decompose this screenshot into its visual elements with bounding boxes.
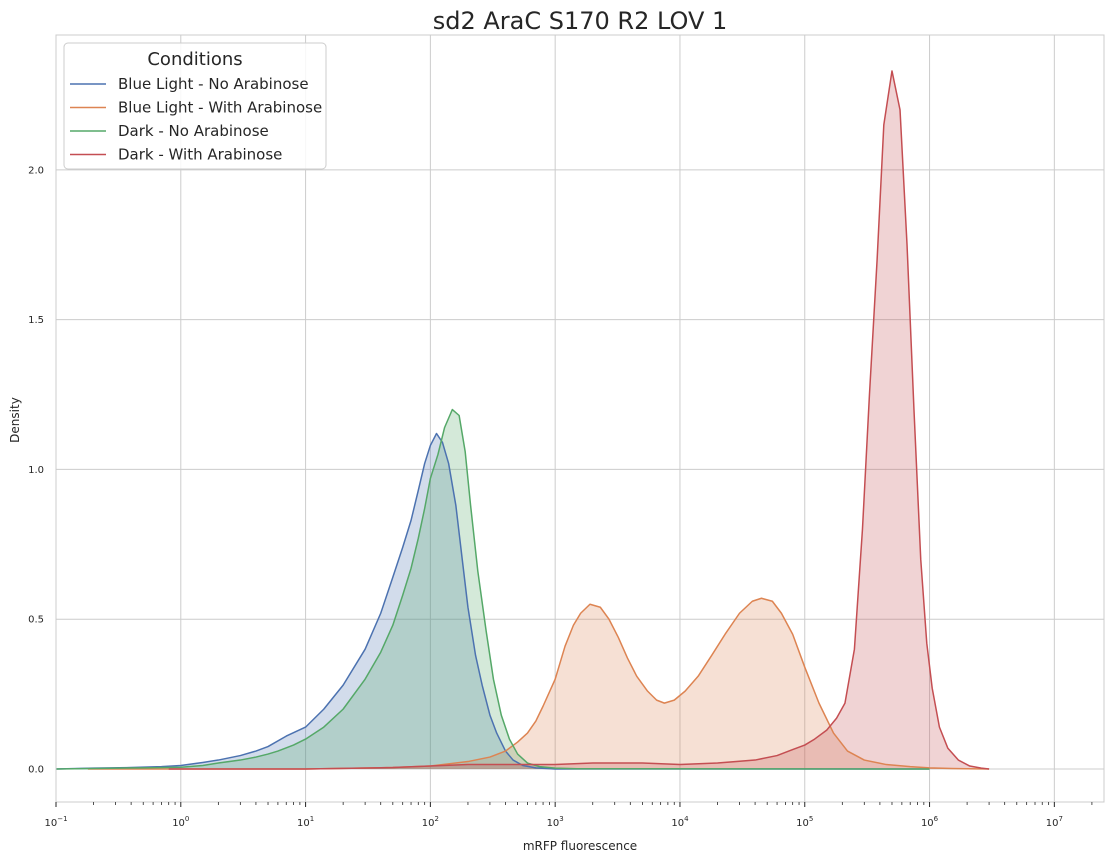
x-tick-label: 106 bbox=[921, 815, 939, 829]
legend: Conditions Blue Light - No ArabinoseBlue… bbox=[63, 42, 327, 170]
x-tick-label: 107 bbox=[1046, 815, 1063, 829]
y-tick-label: 2.0 bbox=[28, 165, 44, 176]
legend-entries: Blue Light - No Arabinose Blue Light - Wi… bbox=[70, 75, 322, 164]
legend-box bbox=[63, 42, 327, 170]
x-axis-ticks: 10−1 100 101 102 103 104 105 106 107 bbox=[44, 802, 1093, 829]
legend-title: Conditions bbox=[147, 49, 242, 70]
x-tick-label: 104 bbox=[671, 815, 689, 829]
density-lines bbox=[55, 70, 990, 770]
density-fill-blue-light-with-arabinose bbox=[87, 598, 990, 770]
y-tick-label: 1.5 bbox=[28, 315, 44, 326]
density-line-dark-with-arabinose bbox=[168, 70, 990, 770]
density-fills bbox=[56, 70, 990, 770]
legend-label: Blue Light - With Arabinose bbox=[118, 99, 322, 117]
y-tick-label: 0.5 bbox=[28, 615, 44, 626]
density-line-dark-no-arabinose bbox=[55, 408, 930, 770]
legend-label: Blue Light - No Arabinose bbox=[118, 75, 309, 93]
x-tick-label: 105 bbox=[796, 815, 813, 829]
legend-label: Dark - With Arabinose bbox=[118, 146, 282, 164]
y-tick-label: 1.0 bbox=[28, 465, 44, 476]
x-axis-label: mRFP fluorescence bbox=[523, 839, 637, 853]
x-tick-label: 101 bbox=[297, 815, 314, 829]
x-tick-label: 102 bbox=[422, 815, 439, 829]
x-tick-label: 10−1 bbox=[44, 815, 67, 829]
density-fill-dark-no-arabinose bbox=[56, 409, 930, 770]
density-line-blue-light-no-arabinose bbox=[55, 432, 930, 770]
density-line-blue-light-with-arabinose bbox=[87, 597, 990, 770]
x-tick-label: 103 bbox=[547, 815, 564, 829]
y-axis-ticks: 0.0 0.5 1.0 1.5 2.0 bbox=[28, 165, 44, 775]
density-fill-dark-with-arabinose bbox=[168, 70, 990, 770]
legend-label: Dark - No Arabinose bbox=[118, 122, 269, 140]
chart-title: sd2 AraC S170 R2 LOV 1 bbox=[433, 7, 728, 35]
y-tick-label: 0.0 bbox=[28, 765, 44, 776]
x-tick-label: 100 bbox=[172, 815, 189, 829]
plot-frame bbox=[55, 34, 1105, 803]
y-axis-label: Density bbox=[8, 397, 22, 443]
